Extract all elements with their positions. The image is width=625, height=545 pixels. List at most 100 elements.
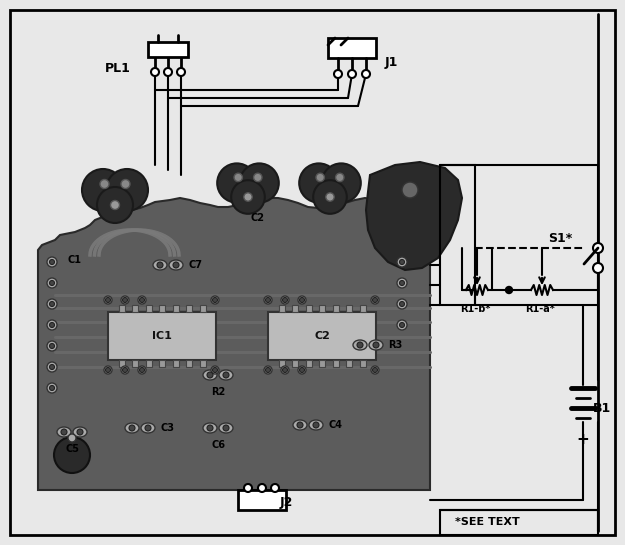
Bar: [173, 305, 179, 312]
Text: C2: C2: [314, 331, 330, 341]
Bar: [332, 360, 339, 367]
Ellipse shape: [203, 423, 217, 433]
Circle shape: [266, 298, 271, 302]
Ellipse shape: [309, 420, 323, 430]
Bar: [186, 305, 192, 312]
Text: C3: C3: [160, 423, 174, 433]
Circle shape: [223, 425, 229, 431]
Bar: [238, 490, 286, 510]
Circle shape: [49, 301, 54, 306]
Circle shape: [49, 385, 54, 391]
Text: C4: C4: [328, 420, 342, 430]
Circle shape: [54, 437, 90, 473]
Circle shape: [297, 422, 303, 428]
Circle shape: [399, 301, 404, 306]
Ellipse shape: [153, 260, 167, 270]
Circle shape: [47, 278, 57, 288]
Ellipse shape: [219, 423, 233, 433]
Circle shape: [121, 296, 129, 304]
Circle shape: [373, 342, 379, 348]
Circle shape: [104, 366, 112, 374]
Circle shape: [213, 367, 218, 372]
Circle shape: [282, 367, 288, 372]
Circle shape: [121, 366, 129, 374]
Text: C5: C5: [65, 444, 79, 454]
Circle shape: [47, 362, 57, 372]
Circle shape: [399, 259, 404, 264]
Ellipse shape: [57, 427, 71, 437]
Text: C2: C2: [250, 213, 264, 223]
Circle shape: [282, 298, 288, 302]
Bar: [346, 305, 352, 312]
Text: C1: C1: [67, 255, 81, 265]
Ellipse shape: [203, 370, 217, 380]
Circle shape: [49, 281, 54, 286]
Ellipse shape: [219, 370, 233, 380]
Bar: [132, 305, 138, 312]
Circle shape: [299, 164, 338, 203]
Bar: [186, 360, 192, 367]
Circle shape: [177, 68, 185, 76]
Ellipse shape: [73, 427, 87, 437]
Circle shape: [258, 484, 266, 492]
Bar: [108, 312, 216, 360]
Circle shape: [372, 298, 378, 302]
Circle shape: [362, 70, 370, 78]
Circle shape: [326, 193, 334, 201]
Bar: [292, 305, 298, 312]
Circle shape: [506, 287, 512, 294]
Circle shape: [106, 169, 148, 211]
Circle shape: [104, 296, 112, 304]
Circle shape: [129, 425, 135, 431]
Circle shape: [231, 180, 265, 214]
Bar: [279, 305, 284, 312]
Bar: [319, 305, 325, 312]
Bar: [119, 360, 124, 367]
Bar: [173, 360, 179, 367]
Circle shape: [106, 298, 111, 302]
Circle shape: [47, 341, 57, 351]
Circle shape: [244, 193, 252, 201]
Circle shape: [217, 164, 256, 203]
Circle shape: [49, 259, 54, 264]
Circle shape: [348, 70, 356, 78]
Ellipse shape: [353, 340, 367, 350]
Polygon shape: [38, 198, 430, 490]
Circle shape: [371, 366, 379, 374]
Bar: [199, 305, 206, 312]
Circle shape: [372, 367, 378, 372]
Text: J1: J1: [385, 56, 398, 69]
Circle shape: [223, 372, 229, 378]
Bar: [440, 510, 598, 535]
Ellipse shape: [125, 423, 139, 433]
Circle shape: [164, 68, 172, 76]
Circle shape: [211, 366, 219, 374]
Bar: [319, 360, 325, 367]
Text: *SEE TEXT: *SEE TEXT: [455, 517, 520, 527]
Bar: [359, 305, 366, 312]
Ellipse shape: [169, 260, 183, 270]
Bar: [440, 165, 475, 305]
Bar: [328, 38, 376, 58]
Circle shape: [106, 367, 111, 372]
Circle shape: [207, 425, 213, 431]
Bar: [268, 312, 376, 360]
Circle shape: [264, 296, 272, 304]
Circle shape: [49, 343, 54, 348]
Circle shape: [298, 366, 306, 374]
Text: +: +: [577, 432, 589, 447]
Circle shape: [122, 298, 127, 302]
Circle shape: [47, 320, 57, 330]
Circle shape: [77, 429, 83, 435]
Circle shape: [336, 173, 344, 181]
Circle shape: [399, 323, 404, 328]
Circle shape: [299, 298, 304, 302]
Circle shape: [47, 299, 57, 309]
Bar: [132, 360, 138, 367]
Text: IC1: IC1: [152, 331, 172, 341]
Text: R1-b*: R1-b*: [460, 304, 490, 314]
Bar: [359, 360, 366, 367]
Circle shape: [281, 366, 289, 374]
Circle shape: [397, 278, 407, 288]
Bar: [146, 360, 151, 367]
